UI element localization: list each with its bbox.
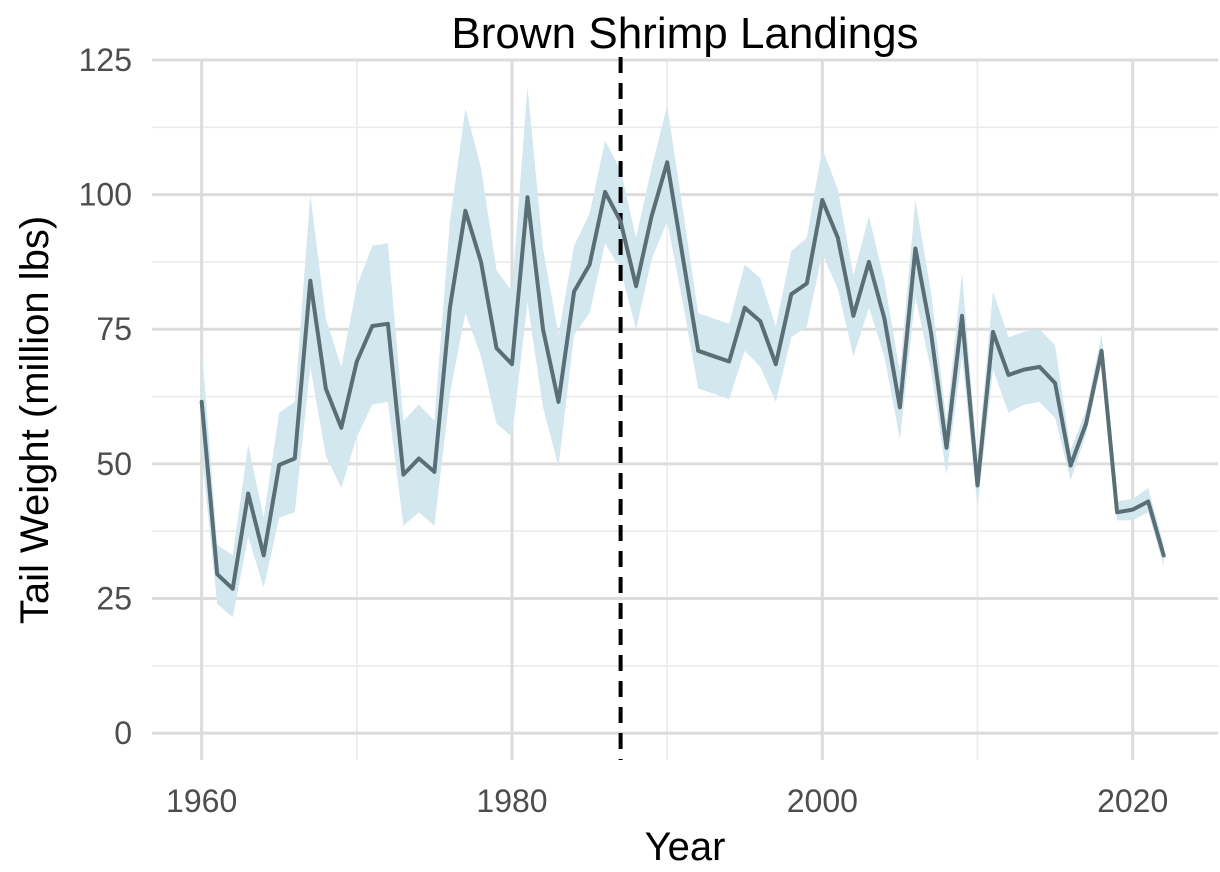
x-tick-label: 2000 xyxy=(787,783,858,819)
x-tick-labels: 1960 1980 2000 2020 xyxy=(166,783,1168,819)
y-tick-label: 75 xyxy=(96,311,132,347)
chart-title: Brown Shrimp Landings xyxy=(451,9,918,58)
y-tick-label: 125 xyxy=(79,42,132,78)
y-tick-label: 100 xyxy=(79,177,132,213)
x-tick-label: 1980 xyxy=(476,783,547,819)
confidence-band xyxy=(201,86,1164,618)
y-tick-label: 50 xyxy=(96,446,132,482)
y-tick-labels: 0 25 50 75 100 125 xyxy=(79,42,132,751)
series-line-layer xyxy=(199,160,1166,591)
y-tick-label: 25 xyxy=(96,580,132,616)
y-axis-title: Tail Weight (million lbs) xyxy=(13,216,57,624)
confidence-band-area xyxy=(201,86,1164,618)
x-tick-label: 1960 xyxy=(166,783,237,819)
x-axis-title: Year xyxy=(645,825,726,869)
series-line xyxy=(199,160,1166,591)
y-tick-label: 0 xyxy=(114,715,132,751)
x-tick-label: 2020 xyxy=(1097,783,1168,819)
